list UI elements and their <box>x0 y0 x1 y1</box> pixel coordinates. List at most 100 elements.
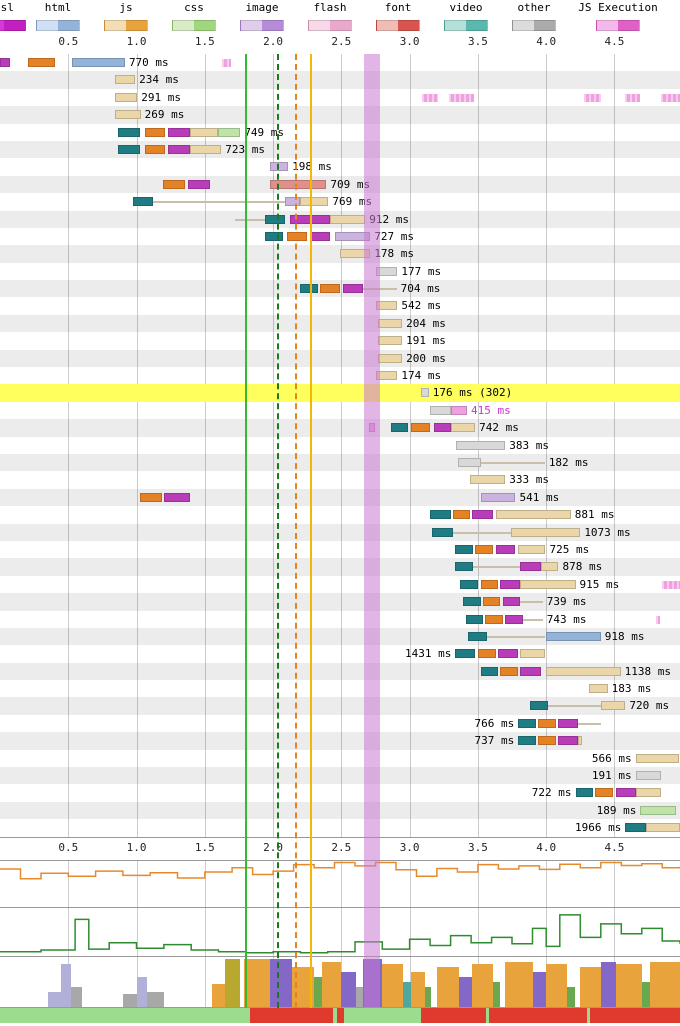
waterfall-row[interactable]: 749 ms <box>0 124 680 141</box>
segment-image <box>284 197 301 207</box>
waterfall-row[interactable]: 770 ms <box>0 54 680 71</box>
segment-dns <box>455 544 474 554</box>
main-thread-block <box>458 976 473 1007</box>
segment-js <box>375 371 398 381</box>
waterfall-row[interactable]: 541 ms <box>0 488 680 507</box>
segment-ssl <box>520 666 541 676</box>
waterfall-row[interactable]: 1431 ms <box>0 645 680 662</box>
segment-js <box>518 544 546 554</box>
js-exec-blip <box>656 615 660 624</box>
js-exec-blip <box>421 93 439 102</box>
segment-dns <box>465 614 484 624</box>
waterfall-row[interactable]: 176 ms (302) <box>0 384 680 402</box>
main-thread-block <box>600 961 616 1007</box>
request-timing-label: 709 ms <box>330 177 371 191</box>
waterfall-row[interactable]: 725 ms <box>0 541 680 558</box>
interactivity-bar <box>0 1007 680 1023</box>
waterfall-row[interactable]: 878 ms <box>0 558 680 576</box>
segment-js <box>588 684 608 694</box>
waterfall-row[interactable]: 709 ms <box>0 175 680 194</box>
segment-dns <box>432 527 453 537</box>
waterfall-row[interactable]: 739 ms <box>0 593 680 611</box>
waterfall-row[interactable]: 912 ms <box>0 210 680 228</box>
blocked-range <box>249 1007 334 1023</box>
waterfall-row[interactable]: 566 ms <box>0 750 680 767</box>
main-thread-block <box>492 981 500 1007</box>
request-timing-label: 915 ms <box>579 577 620 591</box>
waterfall-row[interactable]: 727 ms <box>0 228 680 245</box>
axis-tick: 2.0 <box>263 840 284 854</box>
axis-tick: 3.5 <box>467 840 488 854</box>
segment-image <box>480 492 516 502</box>
waterfall-row[interactable]: 234 ms <box>0 71 680 89</box>
waterfall-row[interactable]: 204 ms <box>0 314 680 333</box>
legend-swatch-other <box>512 20 556 31</box>
waterfall-row[interactable]: 198 ms <box>0 158 680 175</box>
waterfall-row[interactable]: 737 ms <box>0 732 680 750</box>
waterfall-row[interactable]: 742 ms <box>0 419 680 437</box>
main-thread-block <box>341 971 357 1007</box>
waterfall-row[interactable]: 200 ms <box>0 349 680 368</box>
main-thread-block <box>71 986 82 1007</box>
main-thread-block <box>566 986 575 1007</box>
main-thread-block <box>580 966 601 1007</box>
waterfall-row[interactable]: 1966 ms <box>0 819 680 836</box>
waterfall-row[interactable]: 723 ms <box>0 140 680 159</box>
main-thread-block <box>122 994 137 1007</box>
waterfall-row[interactable]: 191 ms <box>0 332 680 349</box>
waterfall-row[interactable]: 915 ms <box>0 576 680 593</box>
legend-item-image: image <box>228 0 296 31</box>
bandwidth-chart <box>0 908 680 957</box>
legend-item-label: js <box>119 1 133 14</box>
request-timing-label: 415 ms <box>470 403 511 417</box>
axis-tick: 1.5 <box>194 35 215 48</box>
waterfall-row[interactable]: 720 ms <box>0 697 680 715</box>
legend-item-exec: JS Execution <box>568 0 668 31</box>
main-thread-block <box>402 981 411 1007</box>
legend-item-html: html <box>24 0 92 31</box>
main-thread-block <box>356 986 364 1007</box>
legend: ssl html js css image flash font video other JS E… <box>0 0 680 32</box>
waterfall-row[interactable]: 177 ms <box>0 263 680 280</box>
waterfall-row[interactable]: 769 ms <box>0 193 680 210</box>
waterfall-row[interactable]: 269 ms <box>0 106 680 124</box>
waterfall-row[interactable]: 333 ms <box>0 471 680 488</box>
waterfall-row[interactable]: 291 ms <box>0 89 680 106</box>
segment-connect <box>411 423 431 433</box>
segment-dns <box>264 214 286 224</box>
waterfall-row[interactable]: 918 ms <box>0 627 680 646</box>
waterfall-row[interactable]: 704 ms <box>0 280 680 298</box>
waterfall-row[interactable]: 189 ms <box>0 801 680 820</box>
segment-connect <box>537 736 556 746</box>
waterfall-row[interactable]: 1073 ms <box>0 523 680 541</box>
segment-dns <box>575 788 594 798</box>
legend-item-label: other <box>517 1 551 14</box>
waterfall-row[interactable]: 178 ms <box>0 245 680 263</box>
waterfall-row[interactable]: 881 ms <box>0 506 680 523</box>
waterfall-row[interactable]: 1138 ms <box>0 662 680 681</box>
segment-js <box>635 788 661 798</box>
waterfall-row[interactable]: 191 ms <box>0 767 680 785</box>
waterfall-row[interactable]: 415 ms <box>0 402 680 419</box>
segment-dns <box>530 701 549 711</box>
segment-ssl <box>498 649 519 659</box>
js-exec-blip <box>625 93 641 102</box>
segment-connect <box>537 718 556 728</box>
request-timing-label: 269 ms <box>144 108 185 122</box>
request-timing-label: 176 ms (302) <box>432 386 513 400</box>
request-timing-label: 878 ms <box>562 560 603 574</box>
waterfall-row[interactable]: 174 ms <box>0 367 680 384</box>
waterfall-row[interactable]: 383 ms <box>0 437 680 454</box>
waterfall-row[interactable]: 182 ms <box>0 453 680 472</box>
waterfall-row[interactable]: 743 ms <box>0 611 680 628</box>
waterfall-row[interactable]: 766 ms <box>0 715 680 732</box>
segment-js <box>378 318 403 328</box>
main-thread-block <box>436 966 459 1007</box>
segment-image <box>335 231 371 241</box>
waterfall-row[interactable]: 722 ms <box>0 784 680 801</box>
waterfall-row[interactable]: 183 ms <box>0 680 680 697</box>
segment-ssl <box>472 510 493 520</box>
blocked-range <box>589 1007 680 1023</box>
waterfall-row[interactable]: 542 ms <box>0 297 680 314</box>
segment-wait <box>578 722 602 725</box>
